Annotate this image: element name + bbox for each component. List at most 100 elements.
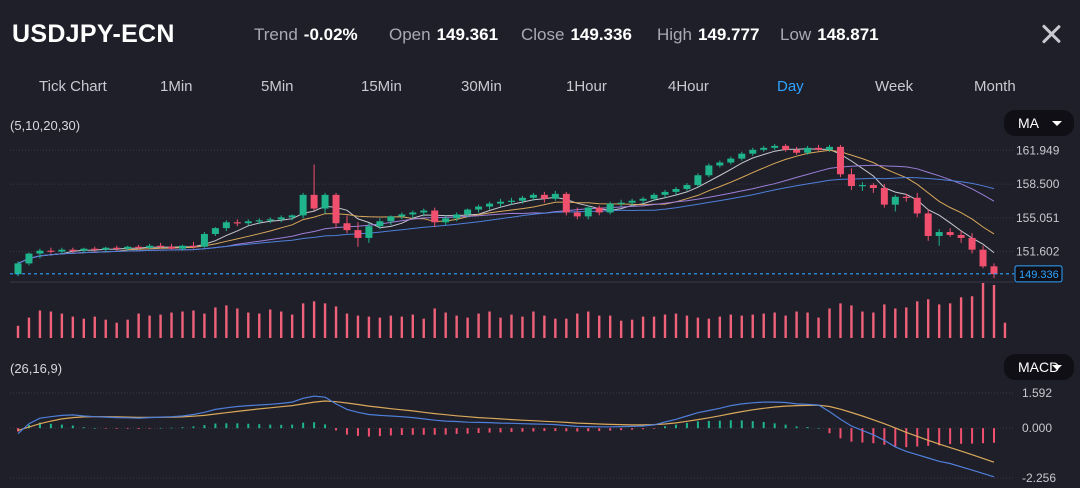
candle-body [650,194,658,199]
macd-histogram-bar [126,428,129,429]
price-tick-label: 161.949 [1016,143,1060,157]
volume-bar [554,318,557,338]
volume-bar [762,313,765,338]
macd-histogram-bar [225,423,228,429]
volume-bar [181,311,184,338]
candle-body [387,216,395,222]
volume-bar [170,312,173,338]
volume-bar [641,316,645,338]
volume-bar [773,312,776,338]
candle-body [562,193,570,213]
macd-selector-dropdown[interactable]: MACD [1004,354,1074,380]
macd-histogram-bar [740,420,743,429]
volume-bar [367,316,371,338]
macd-histogram-bar [718,420,721,429]
macd-histogram-bar [488,428,491,433]
macd-histogram-bar [795,426,798,429]
candle-body [924,213,932,236]
macd-histogram-bar [960,428,963,444]
macd-histogram-bar [335,428,338,431]
ma5-line [17,148,995,264]
volume-bar [883,304,886,338]
candle-body [705,165,713,176]
volume-bar [532,311,535,338]
volume-bar [510,314,513,338]
candle-body [672,188,680,192]
tab-15min[interactable]: 15Min [361,78,402,95]
tab-tick-chart[interactable]: Tick Chart [39,78,107,95]
candle-body [124,246,132,249]
candle-body [453,214,461,219]
candle-body [595,207,603,213]
stat-high: High 149.777 [657,25,760,44]
candle-body [365,226,373,238]
macd-histogram-bar [938,428,941,446]
macd-histogram-bar [115,428,118,429]
ma-selector-dropdown[interactable]: MA [1004,110,1074,136]
volume-bar [729,314,733,338]
candle-body [628,200,636,203]
candle-body [409,212,417,215]
volume-bar [82,318,85,338]
candle-body [913,197,921,214]
candle-body [804,147,812,153]
volume-bar [411,314,414,338]
tab-30min[interactable]: 30Min [461,78,502,95]
tab-day[interactable]: Day [777,78,804,95]
candle-body [310,194,318,209]
volume-bar [784,315,787,338]
tab-week[interactable]: Week [875,78,914,95]
tab-4hour[interactable]: 4Hour [668,78,709,95]
tab-1hour[interactable]: 1Hour [566,78,607,95]
macd-histogram-bar [499,428,502,433]
volume-bar [970,296,974,338]
macd-histogram-bar [214,423,217,429]
volume-bar [872,312,875,338]
macd-histogram-bar [576,428,579,432]
volume-bar [192,310,195,338]
volume-bar [608,315,612,338]
macd-histogram-bar [850,428,853,442]
candle-body [815,147,823,150]
volume-bar [71,316,75,338]
candle-body [880,187,888,205]
symbol-title: USDJPY-ECN [12,20,175,48]
candle-body [551,193,559,199]
macd-params-label: (26,16,9) [10,361,63,376]
macd-histogram-bar [971,428,974,444]
volume-bar [850,305,853,338]
volume-bar [258,313,261,338]
candle-body [442,218,450,223]
candle-body [738,153,746,159]
volume-bar [378,317,382,338]
tab-1min[interactable]: 1Min [160,78,193,95]
macd-histogram-bar [927,428,930,446]
candle-body [716,162,724,166]
volume-bar [214,307,217,338]
macd-histogram-bar [861,428,864,443]
macd-histogram-bar [883,428,886,445]
macd-histogram-bar [532,428,535,432]
volume-bar [466,317,469,338]
candle-body [935,232,943,236]
macd-histogram-bar [280,424,283,429]
tab-5min[interactable]: 5Min [261,78,294,95]
candle-body [321,194,329,209]
volume-bar [444,312,447,338]
macd-histogram-bar [466,428,469,434]
macd-histogram-bar [664,426,667,429]
tab-month[interactable]: Month [974,78,1016,95]
volume-bar [27,317,31,338]
macd-histogram-bar [378,428,381,437]
volume-bar [565,318,568,338]
ma30-line [17,176,995,264]
macd-histogram-bar [510,428,513,432]
volume-bar [137,313,140,338]
candle-body [727,158,735,163]
volume-bar [1003,322,1007,338]
volume-bar [806,312,809,338]
volume-bar [619,320,623,338]
ma10-line [17,149,995,264]
macd-histogram-bar [620,428,623,431]
